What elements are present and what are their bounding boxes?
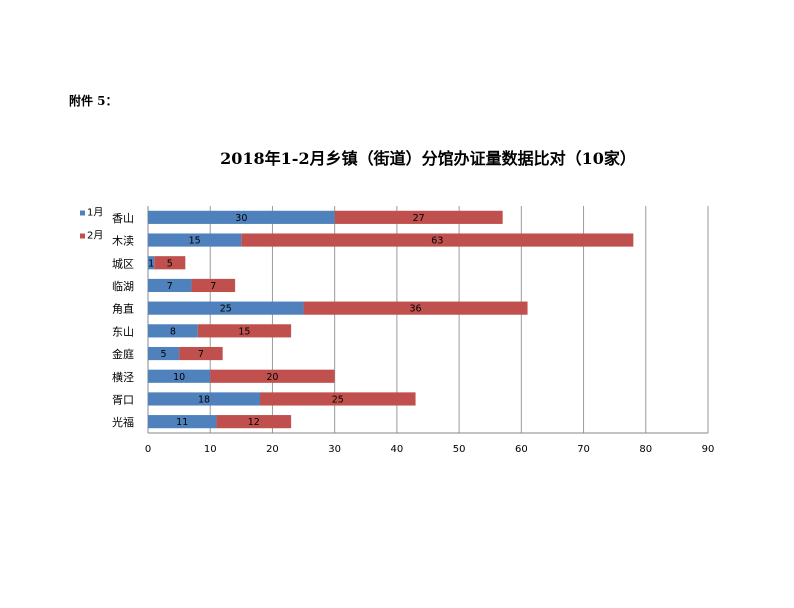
bar-jan xyxy=(148,278,192,293)
data-label: 7 xyxy=(198,349,204,360)
x-tick-label: 70 xyxy=(577,444,590,455)
data-label: 36 xyxy=(410,304,422,315)
bar-feb xyxy=(241,233,634,247)
bar-jan xyxy=(148,324,198,338)
bar-jan xyxy=(148,369,211,383)
bar-feb xyxy=(154,256,186,270)
bar-jan xyxy=(148,346,180,361)
legend-swatch xyxy=(80,210,85,216)
chart-title: 2018年1-2月乡镇（街道）分馆办证量数据比对（10家） xyxy=(220,149,636,168)
data-label: 18 xyxy=(198,394,210,405)
data-label: 30 xyxy=(235,213,247,224)
x-tick-label: 40 xyxy=(391,444,404,455)
data-label: 15 xyxy=(189,236,201,247)
bar-jan xyxy=(148,301,304,315)
data-label: 12 xyxy=(248,417,260,428)
data-label: 1 xyxy=(148,258,154,269)
data-label: 10 xyxy=(173,372,185,383)
data-label: 15 xyxy=(238,326,250,337)
data-label: 7 xyxy=(167,281,173,292)
x-tick-label: 90 xyxy=(702,444,715,455)
category-label: 东山 xyxy=(112,325,134,338)
bar-feb xyxy=(334,210,503,224)
data-label: 63 xyxy=(431,236,443,247)
attachment-label: 附件 5： xyxy=(69,94,118,108)
category-label: 角直 xyxy=(112,302,134,316)
bar-feb xyxy=(260,392,416,406)
bar-jan xyxy=(148,256,155,270)
bar-feb xyxy=(303,301,528,315)
category-label: 香山 xyxy=(112,212,134,225)
data-label: 25 xyxy=(332,394,344,405)
data-label: 5 xyxy=(167,258,173,269)
bar-feb xyxy=(191,278,236,293)
category-label: 金庭 xyxy=(112,347,134,361)
category-label: 城区 xyxy=(112,257,134,270)
x-tick-label: 10 xyxy=(204,444,217,455)
data-label: 27 xyxy=(413,213,425,224)
bar-jan xyxy=(148,210,335,224)
legend-entry: 2月 xyxy=(87,230,103,242)
x-tick-label: 20 xyxy=(266,444,279,455)
data-label: 25 xyxy=(220,304,232,315)
category-label: 横泾 xyxy=(112,370,134,384)
bar-feb xyxy=(179,346,223,361)
x-tick-labels: 0 10 20 30 40 50 60 70 80 90 xyxy=(145,444,715,455)
bar-feb xyxy=(197,324,292,338)
legend-entry: 1月 xyxy=(87,207,103,219)
bar-jan xyxy=(148,233,242,247)
x-tick-label: 60 xyxy=(515,444,528,455)
category-label: 临湖 xyxy=(112,279,134,293)
legend-swatch xyxy=(80,233,85,239)
data-label: 5 xyxy=(161,349,167,360)
category-label: 木渎 xyxy=(112,234,134,248)
data-label: 8 xyxy=(170,326,176,337)
bar-feb xyxy=(210,369,335,383)
x-tick-label: 50 xyxy=(453,444,466,455)
bar-jan xyxy=(148,392,260,406)
bar-feb xyxy=(216,415,292,429)
data-label: 11 xyxy=(176,417,188,428)
legend: 1月 2月 xyxy=(80,207,103,242)
x-tick-label: 30 xyxy=(328,444,341,455)
x-tick-label: 80 xyxy=(639,444,652,455)
x-tick-label: 0 xyxy=(145,444,151,455)
data-label: 20 xyxy=(266,372,278,383)
bar-jan xyxy=(148,415,217,429)
data-label: 7 xyxy=(210,281,216,292)
category-label: 胥口 xyxy=(112,393,134,406)
category-label: 光福 xyxy=(112,415,134,429)
